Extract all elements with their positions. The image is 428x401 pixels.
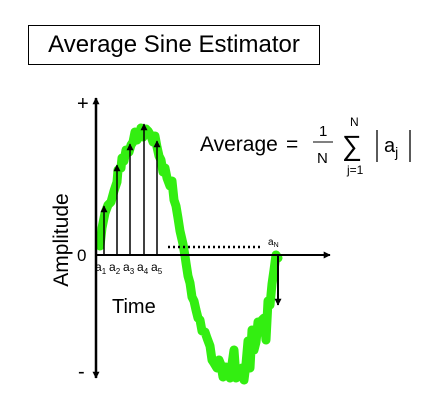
y-tick-zero: 0 <box>77 246 86 265</box>
sample-label-1: a1 <box>95 260 107 276</box>
sample-label-5: a5 <box>151 260 163 276</box>
formula-lhs: Average <box>200 133 278 156</box>
svg-text:a5: a5 <box>151 260 163 276</box>
svg-text:a4: a4 <box>137 260 149 276</box>
y-axis-label: Amplitude <box>50 193 73 286</box>
sigma-upper-limit: N <box>350 115 359 129</box>
svg-text:a1: a1 <box>95 260 107 276</box>
noisy-sine-curve <box>95 123 283 385</box>
sample-label-n: aN <box>268 237 279 249</box>
sample-label-4: a4 <box>137 260 149 276</box>
sigma-lower-limit: j=1 <box>346 163 364 177</box>
formula-term: aj <box>384 135 398 160</box>
svg-text:a3: a3 <box>123 260 135 276</box>
diagram-title: Average Sine Estimator <box>48 31 300 58</box>
sigma-icon: ∑ <box>342 130 362 161</box>
y-tick-minus: - <box>78 361 85 383</box>
sample-label-3: a3 <box>123 260 135 276</box>
x-axis-label: Time <box>112 296 156 318</box>
svg-text:aN: aN <box>268 237 279 249</box>
title-box: Average Sine Estimator <box>28 25 320 65</box>
formula-numerator: 1 <box>319 123 327 140</box>
y-tick-plus: + <box>77 93 89 115</box>
svg-text:a2: a2 <box>109 260 121 276</box>
formula-equals: = <box>286 133 298 156</box>
formula-denominator: N <box>317 150 328 167</box>
sample-label-2: a2 <box>109 260 121 276</box>
